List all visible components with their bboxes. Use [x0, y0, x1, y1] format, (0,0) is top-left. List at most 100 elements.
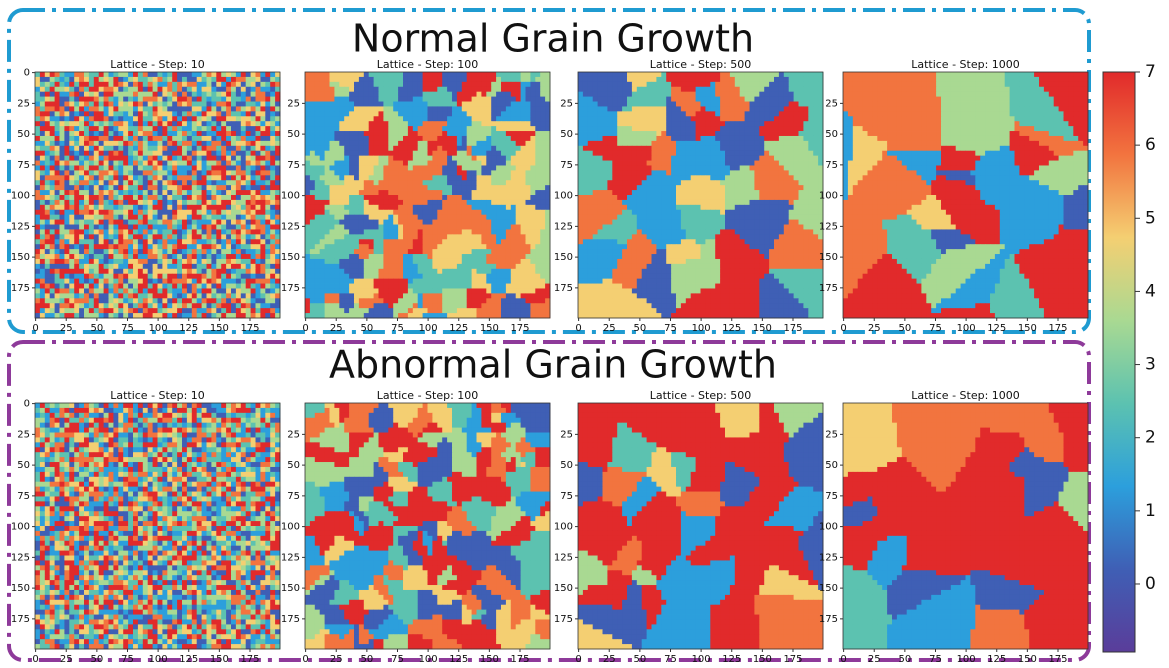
- pixel: [379, 165, 384, 170]
- pixel: [113, 210, 118, 215]
- pixel: [388, 244, 393, 249]
- pixel: [472, 151, 477, 156]
- pixel: [162, 161, 167, 166]
- pixel: [104, 225, 109, 230]
- pixel: [260, 151, 265, 156]
- pixel: [35, 190, 40, 195]
- pixel: [270, 259, 275, 264]
- pixel: [133, 72, 138, 77]
- pixel: [113, 87, 118, 92]
- pixel: [226, 82, 231, 87]
- pixel: [187, 200, 192, 205]
- pixel: [128, 195, 133, 200]
- pixel: [388, 259, 393, 264]
- pixel: [423, 180, 428, 185]
- pixel: [221, 170, 226, 175]
- pixel: [481, 136, 486, 141]
- pixel: [320, 121, 325, 126]
- pixel: [374, 161, 379, 166]
- pixel: [398, 87, 403, 92]
- pixel: [383, 106, 388, 111]
- pixel: [330, 190, 335, 195]
- pixel: [364, 264, 369, 269]
- pixel: [251, 165, 256, 170]
- pixel: [374, 195, 379, 200]
- pixel: [251, 195, 256, 200]
- pixel: [260, 244, 265, 249]
- pixel: [428, 234, 433, 239]
- pixel: [45, 264, 50, 269]
- pixel: [153, 279, 158, 284]
- pixel: [55, 190, 60, 195]
- pixel: [123, 77, 128, 82]
- pixel: [104, 205, 109, 210]
- pixel: [320, 205, 325, 210]
- pixel: [320, 210, 325, 215]
- pixel: [128, 220, 133, 225]
- pixel: [501, 175, 506, 180]
- pixel: [540, 190, 545, 195]
- pixel: [138, 239, 143, 244]
- pixel: [349, 141, 354, 146]
- pixel: [369, 259, 374, 264]
- pixel: [55, 298, 60, 303]
- pixel: [403, 82, 408, 87]
- pixel: [99, 77, 104, 82]
- pixel: [388, 165, 393, 170]
- pixel: [104, 239, 109, 244]
- pixel: [496, 175, 501, 180]
- pixel: [94, 102, 99, 107]
- pixel: [486, 288, 491, 293]
- pixel: [50, 279, 55, 284]
- pixel: [246, 279, 251, 284]
- pixel: [305, 279, 310, 284]
- pixel: [123, 215, 128, 220]
- pixel: [167, 116, 172, 121]
- pixel: [187, 151, 192, 156]
- pixel: [496, 298, 501, 303]
- pixel: [128, 141, 133, 146]
- pixel: [344, 72, 349, 77]
- pixel: [423, 205, 428, 210]
- pixel: [99, 225, 104, 230]
- pixel: [521, 225, 526, 230]
- pixel: [526, 234, 531, 239]
- pixel: [506, 151, 511, 156]
- pixel: [270, 298, 275, 303]
- pixel: [192, 210, 197, 215]
- pixel: [359, 239, 364, 244]
- pixel: [251, 102, 256, 107]
- pixel: [374, 293, 379, 298]
- pixel: [202, 210, 207, 215]
- pixel: [133, 126, 138, 131]
- pixel: [211, 165, 216, 170]
- pixel: [172, 156, 177, 161]
- pixel: [118, 72, 123, 77]
- pixel: [251, 146, 256, 151]
- pixel: [50, 195, 55, 200]
- pixel: [457, 111, 462, 116]
- pixel: [408, 72, 413, 77]
- pixel: [374, 269, 379, 274]
- pixel: [462, 244, 467, 249]
- pixel: [516, 229, 521, 234]
- pixel: [398, 185, 403, 190]
- pixel: [94, 170, 99, 175]
- pixel: [501, 161, 506, 166]
- pixel: [432, 116, 437, 121]
- pixel: [423, 87, 428, 92]
- pixel: [305, 303, 310, 308]
- pixel: [40, 131, 45, 136]
- pixel: [118, 151, 123, 156]
- pixel: [118, 170, 123, 175]
- pixel: [491, 121, 496, 126]
- pixel: [408, 151, 413, 156]
- pixel: [467, 151, 472, 156]
- pixel: [530, 293, 535, 298]
- pixel: [123, 180, 128, 185]
- pixel: [491, 288, 496, 293]
- pixel: [359, 170, 364, 175]
- pixel: [344, 170, 349, 175]
- pixel: [148, 279, 153, 284]
- pixel: [260, 131, 265, 136]
